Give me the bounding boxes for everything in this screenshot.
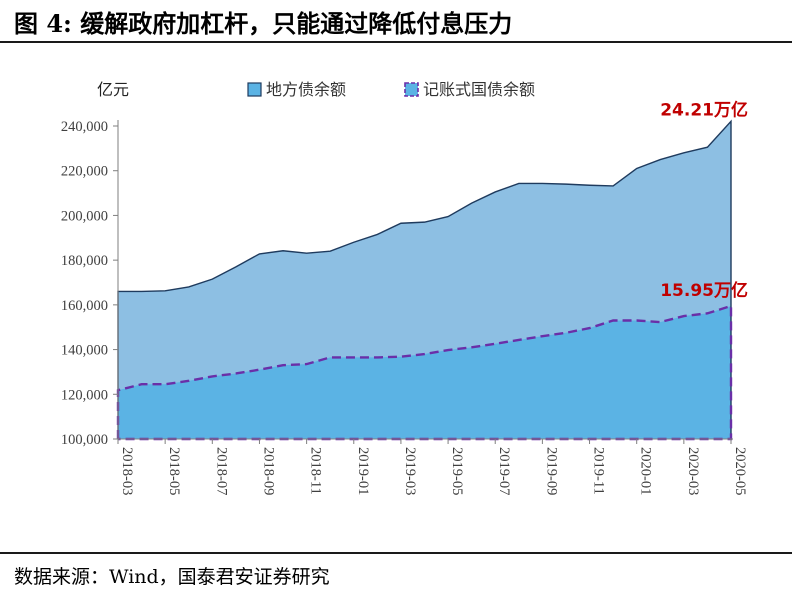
legend-label-treasury: 记账式国债余额 bbox=[423, 80, 535, 99]
area-chart: 100,000 120,000 140,000 160,000 180,000 200,0… bbox=[61, 80, 748, 495]
y-tick-label: 100,000 bbox=[61, 432, 108, 448]
x-tick-label: 2018-07 bbox=[213, 447, 229, 495]
treasury-dashed-line bbox=[116, 304, 733, 441]
y-tick-label: 200,000 bbox=[61, 208, 108, 224]
legend-label-local-debt: 地方债余额 bbox=[266, 80, 346, 99]
legend-swatch-treasury bbox=[404, 82, 419, 97]
x-tick-label: 2019-11 bbox=[591, 447, 607, 495]
x-tick-label: 2020-05 bbox=[732, 447, 748, 495]
bottom-rule bbox=[0, 552, 792, 554]
x-tick-label: 2019-05 bbox=[449, 447, 465, 495]
x-tick-label: 2019-01 bbox=[355, 447, 371, 495]
y-tick-label: 140,000 bbox=[61, 343, 108, 359]
y-unit-label: 亿元 bbox=[97, 80, 129, 99]
figure-title: 图 4: 缓解政府加杠杆，只能通过降低付息压力 bbox=[14, 9, 513, 38]
x-tick-label: 2018-05 bbox=[166, 447, 182, 495]
y-tick-label: 160,000 bbox=[61, 298, 108, 314]
x-tick-label: 2019-07 bbox=[496, 447, 512, 495]
annotation-treasury: 15.95万亿 bbox=[660, 280, 748, 301]
source-note: 数据来源：Wind，国泰君安证券研究 bbox=[14, 566, 330, 588]
y-tick-label: 220,000 bbox=[61, 164, 108, 180]
y-tick-label: 240,000 bbox=[61, 119, 108, 135]
annotation-local-debt: 24.21万亿 bbox=[660, 99, 748, 120]
local-debt-line bbox=[117, 119, 732, 439]
x-tick-label: 2018-09 bbox=[260, 447, 276, 495]
legend-swatch-local-debt bbox=[247, 82, 262, 97]
y-tick-label: 120,000 bbox=[61, 387, 108, 403]
x-tick-label: 2018-03 bbox=[119, 447, 135, 495]
x-tick-label: 2019-09 bbox=[543, 447, 559, 495]
x-tick-label: 2020-03 bbox=[685, 447, 701, 495]
x-tick-label: 2020-01 bbox=[638, 447, 654, 495]
x-tick-label: 2019-03 bbox=[402, 447, 418, 495]
treasury-area bbox=[118, 305, 731, 439]
top-rule bbox=[0, 41, 792, 43]
x-tick-label: 2018-11 bbox=[308, 447, 324, 495]
y-tick-label: 180,000 bbox=[61, 253, 108, 269]
